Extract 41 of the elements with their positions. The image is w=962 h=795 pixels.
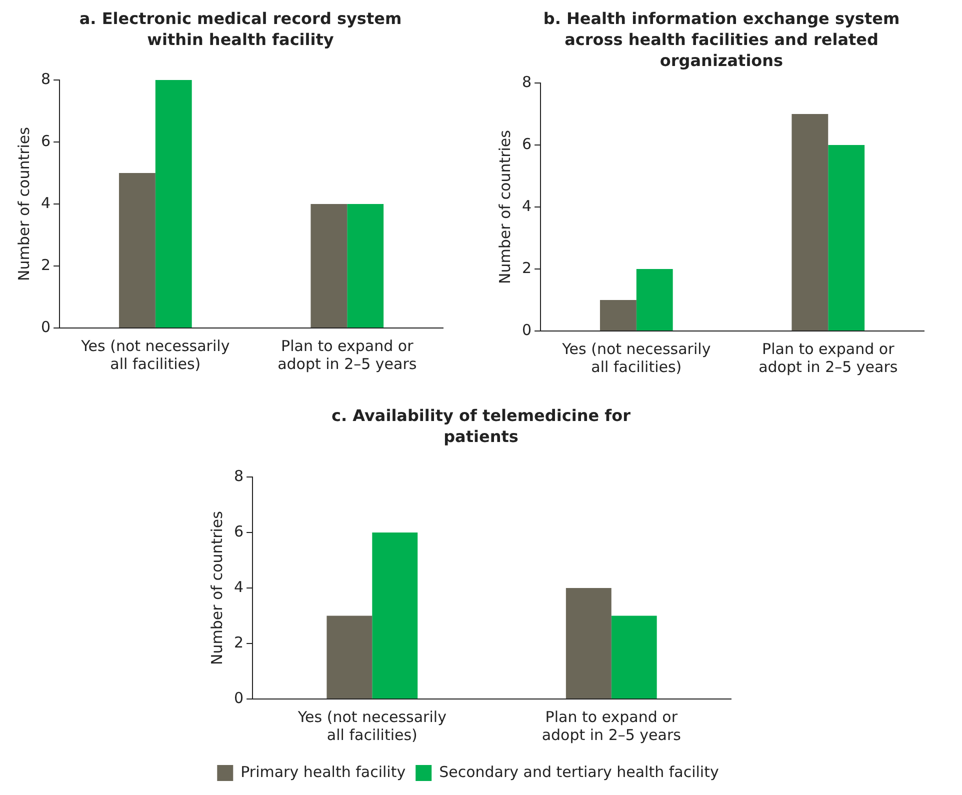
y-tick-label: 0 [234,688,244,707]
y-tick-label: 6 [522,134,532,153]
y-tick-label: 8 [234,466,244,485]
y-tick-label: 2 [522,258,532,277]
y-tick-label: 6 [40,132,51,150]
bar [636,269,673,330]
y-tick-label: 0 [40,318,51,336]
y-tick-label: 8 [522,72,532,91]
x-tick-label: Plan to expand or adopt in 2–5 years [758,340,898,376]
bar [566,588,612,698]
x-tick-label: Yes (not necessarily all facilities) [296,708,447,744]
bar [118,173,156,328]
x-tick-label: Yes (not necessarily all facilities) [80,336,230,373]
bar [347,204,384,328]
legend-label: Secondary and tertiary health facility [439,762,719,781]
bar [372,532,418,698]
y-tick-label: 2 [234,633,244,652]
y-tick-label: 4 [40,194,51,212]
x-tick-label: Plan to expand or adopt in 2–5 years [278,336,417,373]
x-tick-label: Plan to expand or adopt in 2–5 years [542,708,682,744]
bar [792,114,828,330]
chart-title: c. Availability of telemedicine for patients [330,405,632,448]
bar [155,80,192,328]
y-tick-label: 8 [40,70,51,88]
y-tick-label: 0 [522,320,532,339]
y-axis-title: Number of countries [208,510,226,665]
chart-title: b. Health information exchange system across health facilities and related organizations [542,8,901,71]
bar [611,616,657,698]
bar [600,300,636,330]
x-tick-label: Yes (not necessarily all facilities) [561,340,711,376]
legend-label: Primary health facility [240,762,406,781]
y-axis-title: Number of countries [14,126,33,281]
bar [326,616,372,698]
bar [828,145,865,330]
y-axis-title: Number of countries [496,130,514,284]
chart-title: a. Electronic medical record system within health facility [78,8,403,51]
y-tick-label: 4 [234,578,244,596]
bar [310,204,348,328]
y-tick-label: 4 [522,196,532,215]
y-tick-label: 2 [40,256,51,274]
y-tick-label: 6 [234,522,244,540]
